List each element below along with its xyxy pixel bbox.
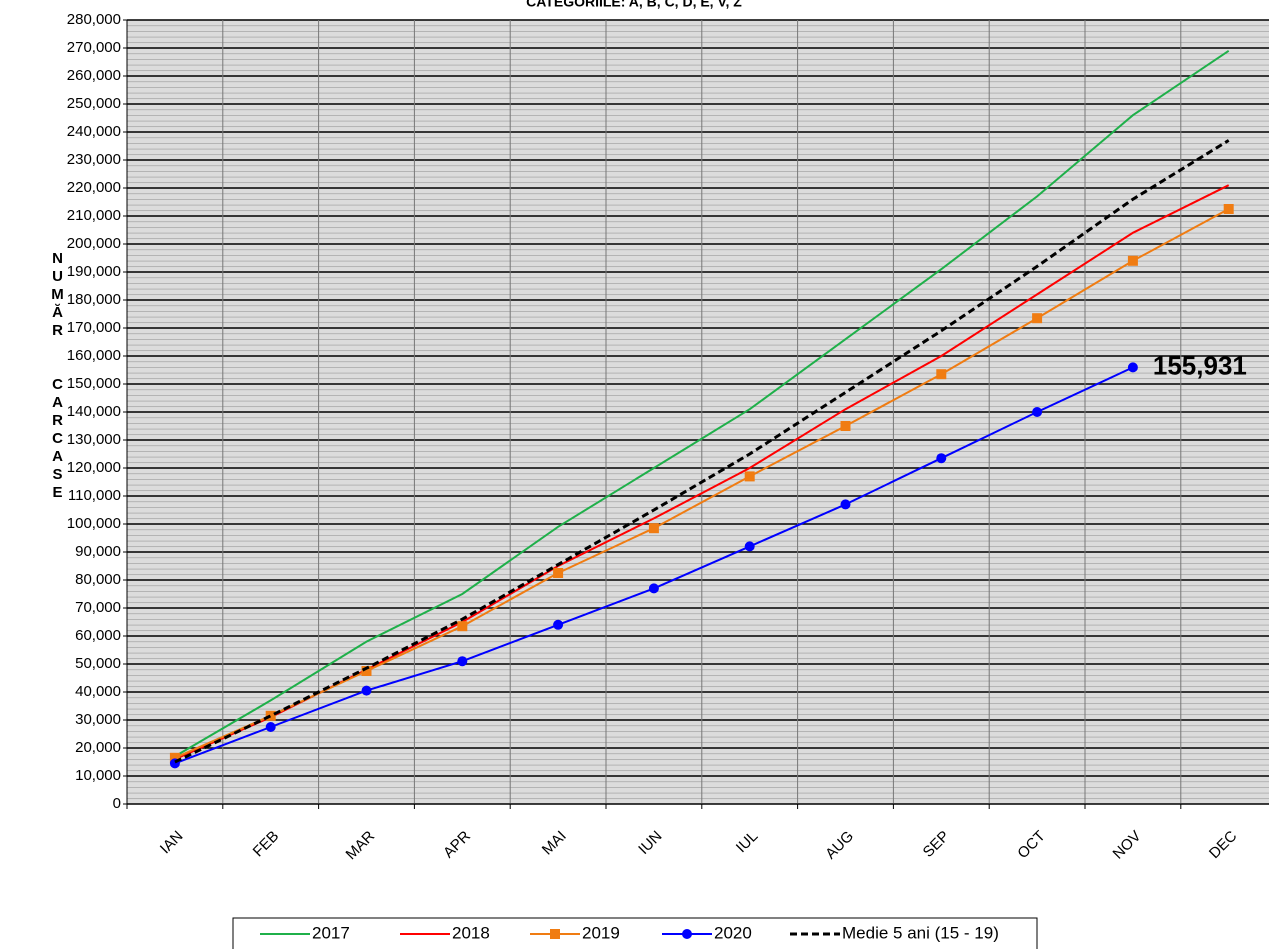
legend-label: 2020 <box>714 923 752 942</box>
legend-marker <box>682 929 692 939</box>
x-tick-label: DEC <box>1206 827 1241 862</box>
series-point <box>169 752 180 763</box>
y-tick-label: 150,000 <box>67 375 121 392</box>
series-point <box>457 621 468 632</box>
y-tick-label: 240,000 <box>67 123 121 140</box>
legend-marker <box>550 929 560 939</box>
series-point <box>265 722 276 732</box>
series-point <box>553 619 564 630</box>
y-tick-label: 190,000 <box>67 263 121 280</box>
y-tick-label: 50,000 <box>75 655 121 672</box>
y-axis-label: NUMĂR CARCASE <box>49 250 66 502</box>
y-tick-label: 250,000 <box>67 95 121 112</box>
series-point <box>553 568 564 578</box>
legend-label: 2017 <box>312 923 350 942</box>
x-tick-label: SEP <box>920 828 953 861</box>
series-point <box>457 656 468 667</box>
y-tick-label: 20,000 <box>75 739 121 756</box>
y-tick-label: 100,000 <box>67 515 121 532</box>
series-point <box>1032 407 1043 417</box>
y-tick-label: 120,000 <box>67 459 121 476</box>
x-tick-label: AUG <box>822 828 857 863</box>
y-tick-label: 140,000 <box>67 403 121 420</box>
series-point <box>744 541 755 552</box>
chart-title: CATEGORIILE: A, B, C, D, E, V, Z <box>526 0 742 10</box>
x-tick-label: MAR <box>343 828 379 864</box>
y-tick-label: 220,000 <box>67 179 121 196</box>
y-tick-label: 10,000 <box>75 767 121 784</box>
x-tick-label: OCT <box>1014 828 1048 862</box>
series-point <box>648 583 659 594</box>
series-point <box>265 710 276 721</box>
legend-box <box>232 917 1038 949</box>
x-tick-label: NOV <box>1110 828 1145 863</box>
y-tick-label: 30,000 <box>75 711 121 728</box>
y-tick-label: 160,000 <box>67 347 121 364</box>
series-point <box>744 471 755 482</box>
series-point <box>361 666 372 676</box>
y-tick-label: 80,000 <box>75 571 121 588</box>
series-line <box>174 139 1230 764</box>
legend-label: Medie 5 ani (15 - 19) <box>842 923 999 942</box>
x-tick-label: APR <box>440 827 474 861</box>
series-point <box>936 369 947 380</box>
y-tick-label: 280,000 <box>67 11 121 28</box>
x-tick-label: IAN <box>157 828 187 858</box>
x-tick-label: FEB <box>250 828 283 861</box>
legend-label: 2018 <box>452 923 490 942</box>
y-tick-label: 210,000 <box>67 207 121 224</box>
legend-label: 2019 <box>582 923 620 942</box>
y-tick-label: 230,000 <box>67 151 121 168</box>
y-tick-label: 270,000 <box>67 39 121 56</box>
x-tick-label: IUL <box>733 828 762 857</box>
y-tick-label: 170,000 <box>67 319 121 336</box>
series-point <box>936 453 947 464</box>
y-tick-label: 60,000 <box>75 627 121 644</box>
y-tick-label: 40,000 <box>75 683 121 700</box>
series-point <box>840 499 851 510</box>
series-point <box>840 421 851 431</box>
series-point <box>1032 313 1043 324</box>
series-point <box>1223 204 1234 214</box>
y-tick-label: 130,000 <box>67 431 121 448</box>
y-tick-label: 90,000 <box>75 543 121 560</box>
x-tick-label: IUN <box>635 828 665 858</box>
series-point <box>1127 255 1138 266</box>
series-point <box>1127 362 1138 373</box>
y-tick-label: 200,000 <box>67 235 121 252</box>
series-point <box>648 523 659 534</box>
y-tick-label: 180,000 <box>67 291 121 308</box>
y-tick-label: 260,000 <box>67 67 121 84</box>
series-line <box>174 49 1230 758</box>
series-line <box>174 208 1230 759</box>
x-tick-label: MAI <box>539 828 570 859</box>
data-label: 155,931 <box>1153 350 1247 380</box>
y-tick-label: 0 <box>113 795 121 812</box>
y-tick-label: 70,000 <box>75 599 121 616</box>
series-point <box>361 685 372 696</box>
y-tick-label: 110,000 <box>68 487 121 504</box>
